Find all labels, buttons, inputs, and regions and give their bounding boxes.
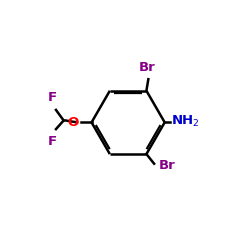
Text: F: F [48, 91, 57, 104]
Text: O: O [68, 116, 79, 129]
Text: Br: Br [139, 61, 156, 74]
Text: Br: Br [159, 159, 176, 172]
Text: F: F [48, 135, 57, 148]
Text: NH$_2$: NH$_2$ [172, 114, 200, 129]
